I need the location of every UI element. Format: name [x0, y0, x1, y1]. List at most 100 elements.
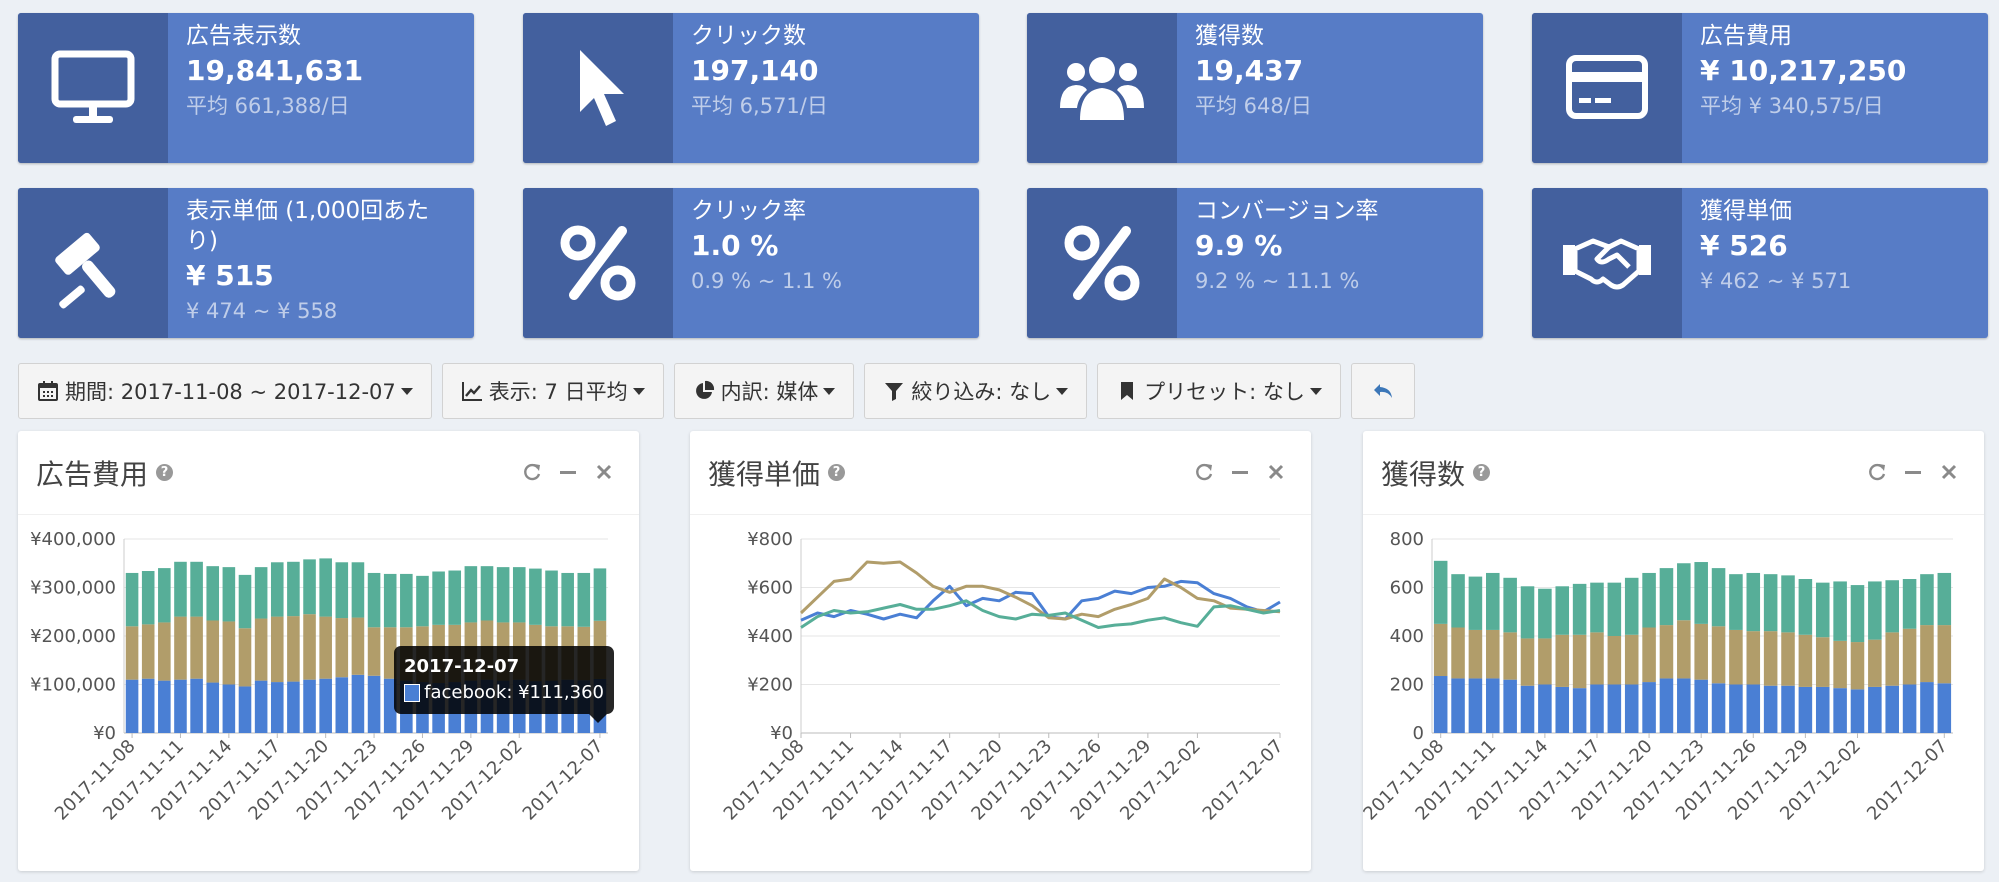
refresh-icon[interactable]: [1866, 461, 1888, 483]
undo-button[interactable]: [1350, 363, 1415, 419]
preset-dropdown[interactable]: プリセット: なし: [1097, 363, 1341, 419]
bar: [254, 680, 268, 733]
bar: [1642, 682, 1656, 733]
kpi-sub: 平均 648/日: [1195, 94, 1312, 118]
chevron-down-icon: [400, 387, 413, 395]
bar: [1538, 588, 1552, 639]
bar: [254, 567, 268, 619]
bar: [1902, 684, 1917, 733]
bar: [1833, 581, 1847, 641]
bar: [1520, 586, 1535, 639]
bar: [222, 621, 236, 685]
bar: [1815, 637, 1830, 687]
line-chart-icon: [461, 382, 482, 401]
filter-dropdown[interactable]: 絞り込み: なし: [864, 363, 1088, 419]
bar: [125, 626, 139, 680]
bar: [367, 675, 381, 733]
display-dropdown[interactable]: 表示: 7 日平均: [441, 363, 664, 419]
bar: [190, 561, 203, 617]
bar: [383, 678, 397, 733]
bar: [1590, 632, 1604, 685]
bar: [593, 568, 607, 621]
bar: [1659, 625, 1674, 679]
breakdown-dropdown[interactable]: 内訳: 媒体: [673, 363, 855, 419]
kpi-value: ¥ 526: [1700, 229, 1788, 262]
bar: [512, 567, 526, 623]
bar: [1798, 686, 1813, 733]
minimize-icon[interactable]: [1902, 461, 1924, 483]
bar: [448, 570, 462, 625]
bar: [1677, 563, 1691, 621]
tooltip-date: 2017-12-07: [404, 656, 520, 677]
bar: [1590, 582, 1604, 633]
help-icon[interactable]: ?: [828, 464, 846, 481]
bar: [287, 561, 300, 617]
bar: [1555, 586, 1570, 635]
bar: [1694, 623, 1708, 680]
refresh-icon[interactable]: [521, 461, 543, 483]
bar: [1677, 620, 1691, 679]
refresh-icon[interactable]: [1193, 461, 1215, 483]
credit-card-icon: [1532, 13, 1682, 163]
period-dropdown[interactable]: 期間: 2017-11-08 ~ 2017-12-07: [18, 363, 432, 419]
display-label: 表示: 7 日平均: [488, 380, 628, 404]
bar: [125, 679, 139, 733]
close-icon[interactable]: [593, 461, 615, 483]
bar: [303, 559, 316, 615]
kpi-ad-cost: 広告費用 ¥ 10,217,250 平均 ¥ 340,575/日: [1532, 13, 1988, 163]
x-tick-label: 2017-12-07: [1199, 736, 1288, 825]
bar: [1486, 572, 1500, 630]
bar: [1503, 577, 1517, 633]
bar: [303, 614, 316, 680]
bar: [1677, 678, 1691, 733]
kpi-ctr: クリック率 1.0 % 0.9 % ~ 1.1 %: [523, 188, 979, 338]
bar: [1815, 582, 1830, 638]
kpi-clicks: クリック数 197,140 平均 6,571/日: [523, 13, 979, 163]
minimize-icon[interactable]: [557, 461, 579, 483]
bar: [480, 566, 494, 621]
percent-icon: [523, 188, 673, 338]
preset-label: プリセット: なし: [1144, 380, 1305, 404]
help-icon[interactable]: ?: [1473, 464, 1491, 481]
bar: [1607, 582, 1622, 636]
bar: [206, 682, 220, 733]
pie-chart-icon: [695, 380, 714, 399]
breakdown-label: 内訳: 媒体: [720, 380, 819, 404]
bar: [1868, 639, 1882, 687]
bar: [1624, 634, 1639, 685]
y-tick-label: ¥400,000: [30, 529, 116, 550]
bar: [141, 678, 155, 733]
bar: [1607, 684, 1622, 733]
bar: [1433, 676, 1448, 733]
bar: [174, 616, 187, 680]
bar: [206, 566, 220, 621]
bar: [1902, 628, 1917, 685]
bar: [545, 570, 558, 627]
bar: [1729, 629, 1743, 685]
help-icon[interactable]: ?: [156, 464, 174, 481]
bar: [367, 627, 381, 676]
bar: [1624, 577, 1639, 635]
bar: [1920, 625, 1934, 683]
bar: [1885, 632, 1899, 686]
users-icon: [1027, 13, 1177, 163]
bar: [1503, 679, 1517, 733]
bar: [1885, 685, 1899, 733]
bar: [125, 572, 139, 627]
chevron-down-icon: [632, 387, 645, 395]
bar: [577, 572, 591, 627]
kpi-cpm: 表示単価 (1,000回あたり) ¥ 515 ¥ 474 ~ ¥ 558: [18, 188, 474, 338]
bar: [1468, 629, 1483, 679]
cpa-chart: ¥0¥200¥400¥600¥8002017-11-082017-11-1120…: [720, 529, 1288, 825]
bar: [1798, 634, 1813, 687]
close-icon[interactable]: [1938, 461, 1960, 483]
close-icon[interactable]: [1265, 461, 1287, 483]
bar: [1763, 574, 1778, 632]
bar: [1781, 685, 1795, 733]
handshake-icon: [1532, 188, 1682, 338]
kpi-value: 197,140: [691, 54, 819, 87]
chevron-down-icon: [1056, 387, 1069, 395]
bar: [1746, 631, 1761, 685]
minimize-icon[interactable]: [1229, 461, 1251, 483]
bar: [1486, 678, 1500, 733]
